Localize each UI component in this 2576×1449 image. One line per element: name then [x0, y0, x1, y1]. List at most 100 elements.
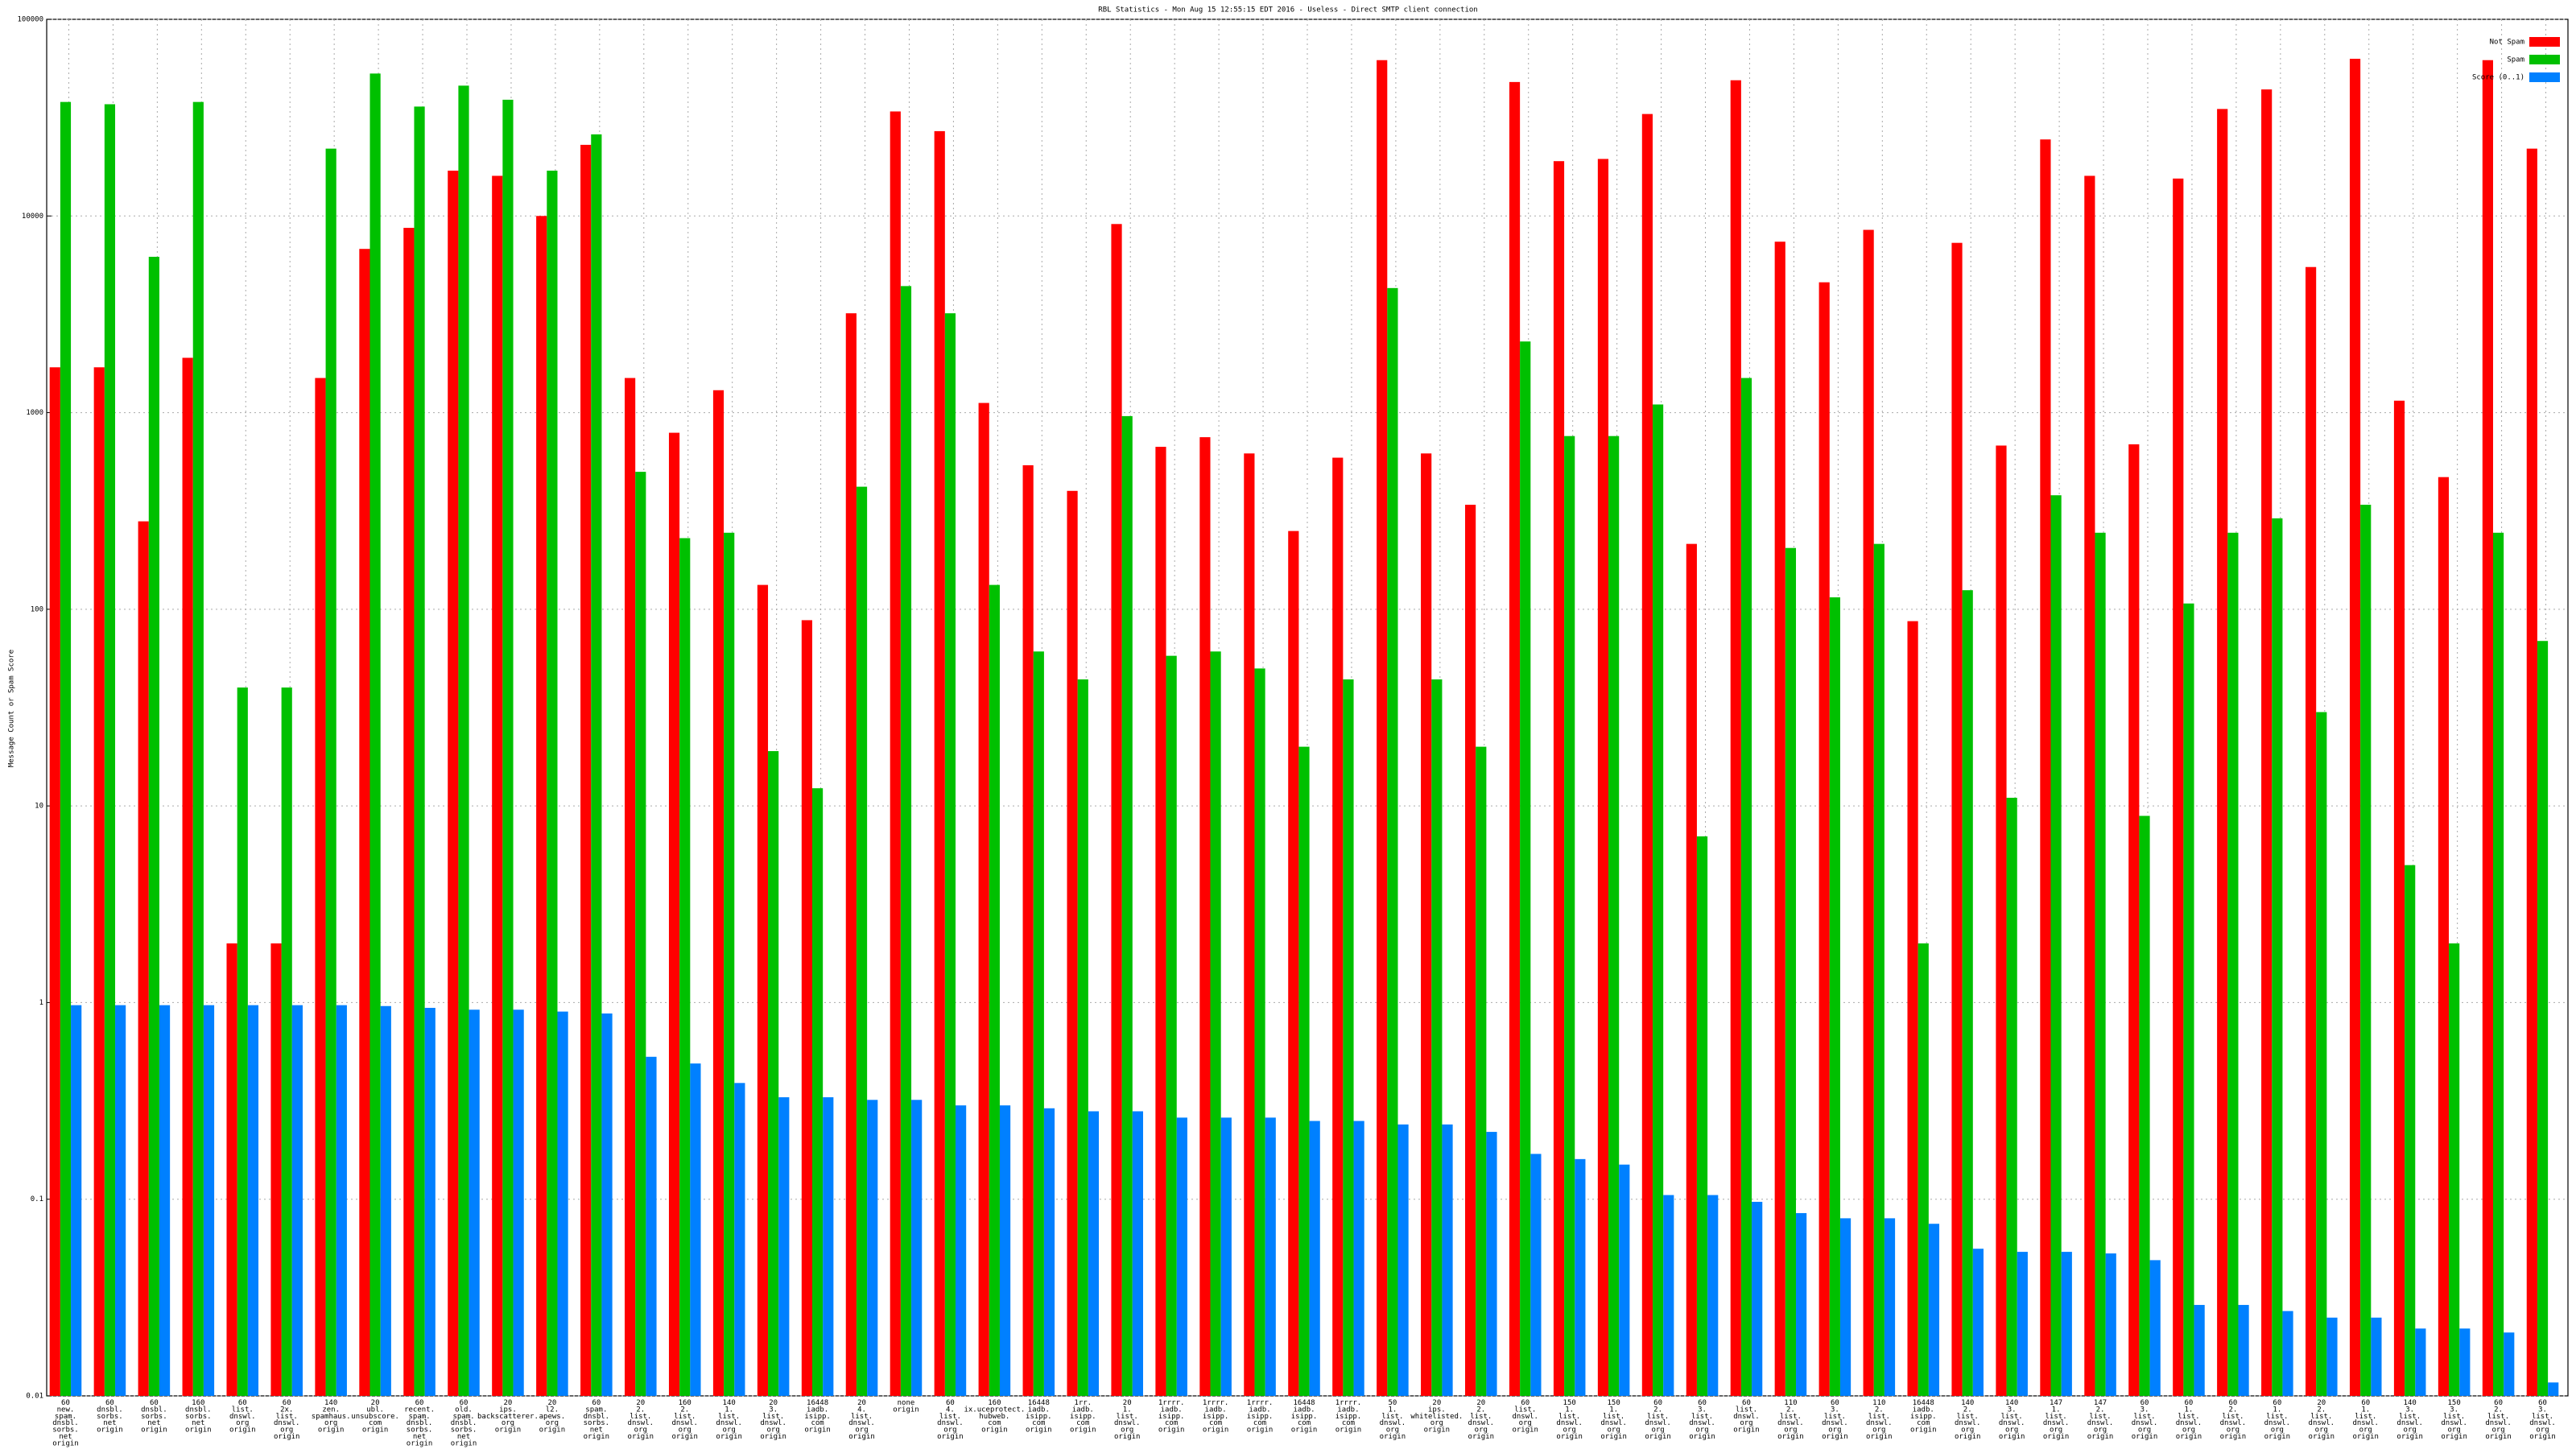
bar — [2393, 400, 2405, 1397]
bar — [580, 144, 592, 1396]
x-tick-label: 1rrrr. iadb. isipp. com origin — [1158, 1399, 1185, 1435]
bar — [1818, 282, 1830, 1396]
x-tick-label: 50 1. list. dnswl. org origin — [1380, 1399, 1406, 1441]
bar — [2173, 178, 2184, 1396]
bar — [536, 216, 547, 1397]
bar — [2006, 798, 2017, 1396]
bar — [2238, 1305, 2249, 1396]
bar — [2183, 603, 2194, 1396]
bar — [635, 472, 646, 1396]
bar — [778, 1097, 790, 1396]
bar — [823, 1097, 834, 1396]
y-tick-label: 100000 — [17, 16, 43, 24]
bar — [1752, 1201, 1763, 1396]
bar — [1077, 679, 1088, 1396]
bar — [2282, 1311, 2293, 1396]
bar — [601, 1013, 613, 1396]
x-tick-label: 60 3. list. dnswl. org origin — [2132, 1399, 2158, 1441]
bar — [60, 101, 72, 1397]
bar — [2537, 641, 2549, 1396]
x-tick-label: 16448 iadb. isipp. com origin — [1910, 1399, 1937, 1435]
y-tick-label: 10 — [35, 803, 43, 811]
x-tick-label: 160 ix.uceprotect. hubweb. com origin — [964, 1399, 1025, 1435]
bar — [900, 286, 912, 1396]
bar — [1155, 447, 1166, 1397]
y-axis-label: Message Count or Spam Score — [8, 650, 16, 767]
bar — [989, 584, 1000, 1396]
bar — [2227, 532, 2239, 1396]
x-tick-label: 140 3. list. dnswl. org origin — [1999, 1399, 2025, 1441]
bar — [845, 313, 857, 1396]
bar — [999, 1105, 1011, 1396]
bar — [1863, 229, 1874, 1397]
x-tick-label: 60 old. spam. dnsbl. sorbs. net origin — [451, 1399, 477, 1447]
bar — [911, 1100, 923, 1396]
bar — [2349, 59, 2361, 1397]
bar — [2272, 518, 2283, 1396]
bar — [668, 432, 680, 1397]
bar — [856, 486, 868, 1397]
bar — [1343, 679, 1354, 1396]
bar — [49, 367, 60, 1396]
bar — [1088, 1111, 1100, 1396]
x-tick-label: 60 dnsbl. sorbs. net origin — [141, 1399, 167, 1435]
x-tick-label: 20 3. list. dnswl. org origin — [760, 1399, 786, 1441]
bar — [1397, 1124, 1409, 1396]
x-tick-label: 60 spam. dnsbl. sorbs. net origin — [584, 1399, 610, 1441]
bar — [2371, 1317, 2382, 1396]
bar — [1740, 378, 1752, 1397]
bar — [325, 148, 336, 1397]
x-tick-label: 150 1. list. dnswl. org origin — [1600, 1399, 1627, 1441]
bar — [1509, 81, 1521, 1397]
bar — [1839, 1218, 1852, 1396]
x-tick-label: 20 2. list. dnswl. org origin — [2309, 1399, 2335, 1441]
bar — [1918, 943, 1929, 1396]
bar — [2040, 139, 2051, 1396]
bar — [1884, 1218, 1896, 1396]
bar — [1442, 1124, 1453, 1396]
bar — [2095, 532, 2106, 1396]
bar — [2194, 1305, 2205, 1396]
bar — [1132, 1111, 1143, 1396]
bar — [712, 390, 724, 1396]
bar — [1652, 404, 1664, 1397]
bar — [1111, 224, 1122, 1397]
bar — [690, 1063, 701, 1396]
bar — [1033, 651, 1044, 1396]
bar — [2449, 943, 2460, 1396]
bar — [1996, 445, 2007, 1397]
bar — [2482, 60, 2493, 1397]
y-tick-label: 1 — [39, 999, 43, 1007]
bar — [1873, 543, 1885, 1396]
bar — [1265, 1117, 1276, 1396]
x-tick-label: 20 4. list. dnswl. org origin — [848, 1399, 875, 1441]
bar — [2261, 89, 2273, 1397]
bar — [1785, 547, 1797, 1396]
legend-label: Spam — [2507, 56, 2524, 64]
bar — [890, 111, 901, 1396]
x-tick-label: 1rrrr. iadb. isipp. com origin — [1335, 1399, 1362, 1435]
bar — [2105, 1253, 2116, 1396]
bar — [2061, 1252, 2072, 1396]
bar — [270, 943, 282, 1396]
x-tick-label: 147 1. list. dnswl. org origin — [2043, 1399, 2070, 1441]
x-tick-label: 60 list. dnswl. org origin — [1512, 1399, 1538, 1435]
bar — [1951, 242, 1963, 1397]
bar — [1972, 1249, 1984, 1396]
y-tick-label: 100 — [31, 605, 43, 613]
bar — [104, 104, 116, 1396]
bar — [646, 1056, 657, 1396]
bar — [1707, 1195, 1719, 1396]
x-tick-label: 60 3. list. dnswl. org origin — [2529, 1399, 2556, 1441]
bar — [1288, 530, 1299, 1397]
bar — [768, 751, 779, 1396]
bar — [1067, 490, 1078, 1396]
bar — [247, 1005, 259, 1396]
bar — [934, 130, 945, 1397]
bar — [1564, 436, 1575, 1396]
bar — [291, 1005, 303, 1396]
bar — [757, 584, 769, 1396]
legend-label: Not Spam — [2490, 39, 2524, 47]
bar — [403, 228, 415, 1396]
x-tick-label: 20 2. list. dnswl. org origin — [628, 1399, 654, 1441]
